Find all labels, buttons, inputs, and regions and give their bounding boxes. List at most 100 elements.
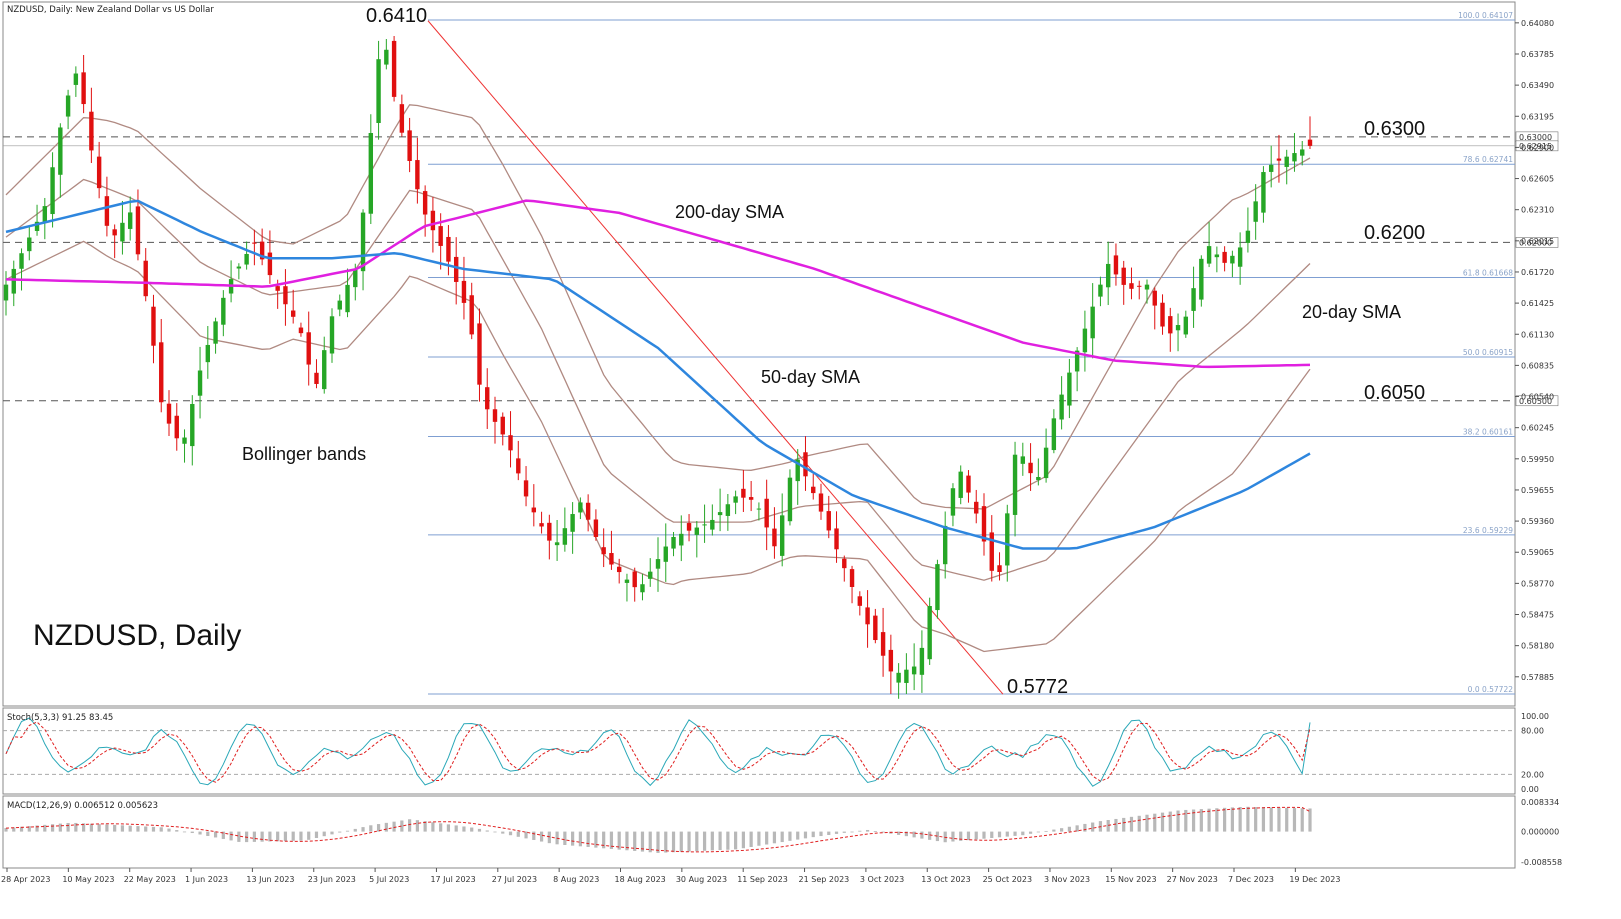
price-tick-label: 0.60540 <box>1521 393 1554 402</box>
candle-body <box>772 528 777 547</box>
macd-bar <box>27 826 31 832</box>
macd-bar <box>431 822 435 832</box>
candle-body <box>73 73 79 85</box>
date-tick-label: 7 Dec 2023 <box>1228 875 1274 884</box>
macd-bar <box>423 821 427 832</box>
date-tick-label: 25 Oct 2023 <box>983 875 1032 884</box>
low-label: 0.5772 <box>1007 676 1068 698</box>
macd-bar <box>1207 808 1211 832</box>
macd-bar <box>268 831 272 842</box>
candle-body <box>1074 350 1080 372</box>
macd-bar <box>1091 822 1095 832</box>
macd-bar <box>400 820 404 832</box>
candle-body <box>966 475 971 493</box>
macd-bar <box>617 831 621 850</box>
macd-bar <box>741 831 745 849</box>
macd-bar <box>865 829 870 832</box>
candle-body <box>640 584 645 593</box>
candle-body <box>1051 418 1057 451</box>
candle-body <box>314 372 319 384</box>
candle-body <box>197 370 203 396</box>
macd-bar <box>1145 814 1149 832</box>
date-tick-label: 18 Aug 2023 <box>615 875 666 884</box>
level-label-0: 0.6300 <box>1364 118 1425 140</box>
candle-body <box>842 558 847 569</box>
macd-bar <box>120 825 125 832</box>
candle-body <box>624 579 630 583</box>
macd-bar <box>493 831 497 833</box>
candle-body <box>834 528 839 550</box>
candle-body <box>422 191 428 215</box>
macd-bar <box>1114 818 1118 832</box>
price-tick-label: 0.63195 <box>1521 112 1554 121</box>
candle-body <box>213 321 218 344</box>
horizontal-levels: 0.63000 0.62000 0.60500 0.62915 <box>3 131 1559 407</box>
level-label-2: 0.6050 <box>1364 382 1425 404</box>
candle-body <box>104 196 110 226</box>
macd-bar <box>384 822 388 832</box>
macd-bar <box>1067 826 1071 832</box>
macd-bar <box>656 831 660 853</box>
macd-bar <box>299 831 303 841</box>
date-tick-label: 17 Jul 2023 <box>430 875 475 884</box>
macd-bar <box>1184 809 1188 832</box>
last-price-tag-box <box>1515 140 1559 152</box>
macd-bar <box>1044 830 1048 832</box>
candle-body <box>120 222 125 242</box>
macd-bar <box>35 825 39 832</box>
candle-body <box>267 252 273 276</box>
candle-body <box>174 415 179 439</box>
price-tick-label: 0.59655 <box>1521 486 1554 495</box>
macd-bar <box>462 826 466 832</box>
macd-bar <box>858 830 862 832</box>
candle-body <box>1276 158 1282 161</box>
candle-body <box>1183 316 1189 335</box>
candle-body <box>764 498 769 528</box>
sma200-line <box>5 199 1311 369</box>
candle-body <box>663 546 668 562</box>
stoch-tick-label: 20.00 <box>1521 770 1544 779</box>
price-tick-label: 0.61720 <box>1521 268 1554 277</box>
macd-bar <box>1254 807 1258 832</box>
level-tag-text: 0.60500 <box>1519 397 1552 406</box>
macd-bar <box>97 824 101 832</box>
macd-bar <box>1036 831 1040 833</box>
macd-bar <box>392 821 396 832</box>
candle-body <box>376 59 381 124</box>
date-tick-label: 21 Sep 2023 <box>799 875 850 884</box>
price-tick-label: 0.62900 <box>1521 143 1554 152</box>
macd-bar <box>330 831 334 835</box>
macd-bar <box>734 831 738 850</box>
macd-bar <box>260 831 264 842</box>
candle-body <box>50 167 55 215</box>
macd-bar <box>1013 831 1017 836</box>
macd-bar <box>1230 807 1234 832</box>
candle-body <box>1090 306 1095 339</box>
candle-body <box>989 532 994 571</box>
date-tick-label: 13 Jun 2023 <box>246 875 294 884</box>
price-tick-label: 0.58770 <box>1521 579 1554 588</box>
candle-body <box>1012 454 1018 515</box>
candle-body <box>508 435 513 451</box>
macd-bar <box>1028 831 1033 834</box>
fib-label: 38.2 0.60161 <box>1463 428 1513 437</box>
macd-bar <box>291 831 295 841</box>
bollinger-label: Bollinger bands <box>242 444 366 464</box>
candle-body <box>795 459 800 482</box>
moving-averages <box>5 199 1311 550</box>
date-tick-label: 15 Nov 2023 <box>1105 875 1156 884</box>
date-tick-label: 10 May 2023 <box>62 875 114 884</box>
stoch-tick-label: 0.00 <box>1521 785 1539 794</box>
candle-body <box>182 437 187 444</box>
macd-bar <box>89 823 93 832</box>
macd-bar <box>904 831 908 837</box>
macd-bar <box>679 831 683 852</box>
macd-bar <box>82 823 86 832</box>
macd-bar <box>516 831 520 837</box>
macd-bar <box>74 822 78 832</box>
candle-body <box>741 488 746 498</box>
candle-body <box>570 514 575 532</box>
price-axis: 0.64080 0.63785 0.63490 0.63195 0.62900 0.626… <box>1515 19 1554 682</box>
macd-bar <box>1160 812 1165 832</box>
macd-bar <box>1199 809 1203 832</box>
